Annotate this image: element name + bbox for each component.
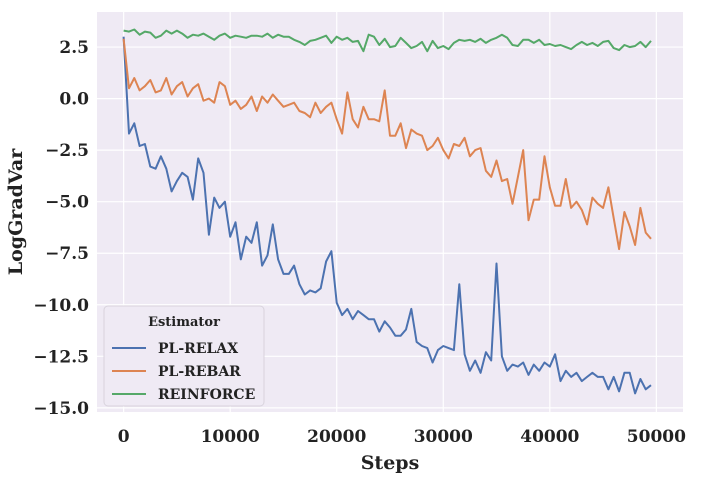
y-tick-label: −2.5	[45, 141, 89, 161]
y-axis-ticks: 2.5 0.0 −2.5 −5.0 −7.5 −10.0 −12.5 −15.0	[33, 38, 89, 419]
x-tick-label: 10000	[201, 427, 260, 447]
legend-box	[103, 305, 265, 407]
x-tick-label: 20000	[307, 427, 366, 447]
series-line-pl-rebar	[122, 38, 652, 251]
series-lines	[122, 28, 652, 395]
x-tick-label: 30000	[414, 427, 473, 447]
x-tick-label: 40000	[520, 427, 579, 447]
legend-label-pl-relax: PL-RELAX	[158, 341, 238, 357]
x-tick-label: 0	[118, 427, 130, 447]
x-tick-label: 50000	[627, 427, 686, 447]
legend: Estimator PL-RELAX PL-REBAR REINFORCE	[103, 305, 265, 407]
y-tick-label: 0.0	[59, 90, 89, 110]
legend-label-pl-rebar: PL-REBAR	[158, 364, 241, 380]
y-tick-label: −12.5	[33, 347, 89, 367]
x-axis-ticks: 0 10000 20000 30000 40000 50000	[118, 427, 686, 447]
y-tick-label: −7.5	[45, 244, 89, 264]
series-line-pl-relax	[122, 36, 652, 395]
legend-label-reinforce: REINFORCE	[158, 387, 255, 403]
y-tick-label: 2.5	[59, 38, 89, 58]
legend-title: Estimator	[148, 315, 220, 330]
y-tick-label: −10.0	[33, 296, 89, 316]
y-tick-label: −5.0	[45, 193, 89, 213]
x-axis-label: Steps	[361, 452, 420, 474]
y-tick-label: −15.0	[33, 399, 89, 419]
series-line-reinforce	[123, 28, 652, 53]
y-axis-label: LogGradVar	[5, 148, 27, 275]
